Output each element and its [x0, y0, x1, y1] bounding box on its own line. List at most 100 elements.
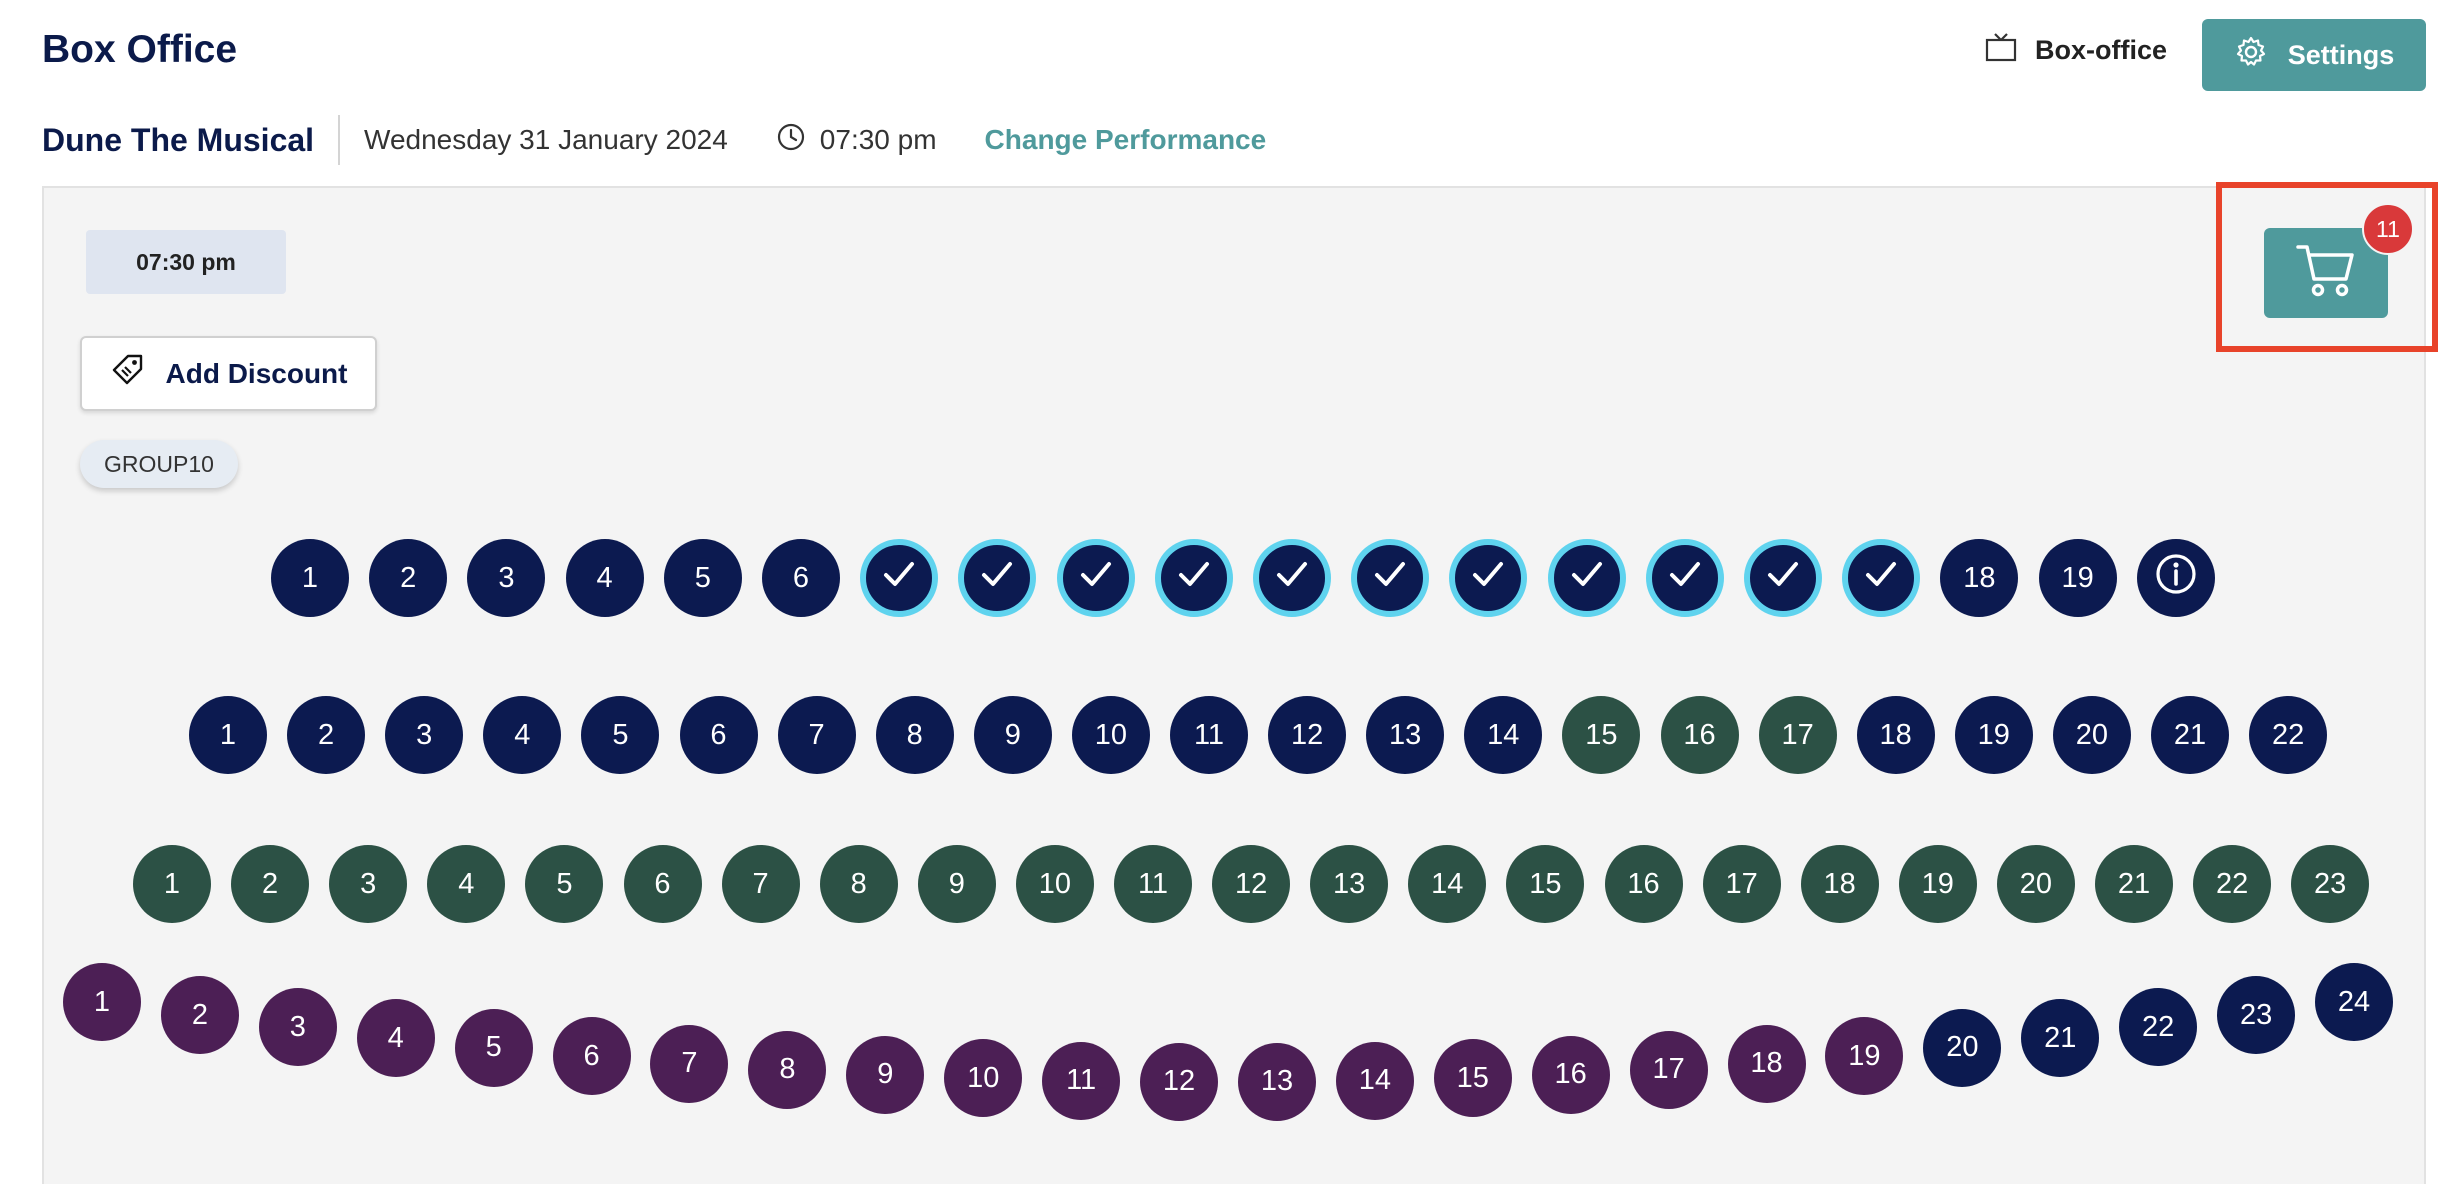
seat[interactable]: 17 — [1758, 696, 1837, 774]
seat[interactable]: 16 — [1604, 845, 1683, 923]
seat[interactable]: 5 — [581, 696, 660, 774]
seat[interactable]: 9 — [846, 1035, 925, 1114]
settings-button[interactable]: Settings — [2202, 19, 2426, 91]
seat[interactable]: 5 — [663, 539, 742, 617]
clock-icon — [776, 122, 806, 159]
info-icon — [2152, 550, 2200, 606]
seat[interactable]: 13 — [1366, 696, 1445, 774]
seat[interactable]: 2 — [231, 845, 310, 923]
seat[interactable]: 3 — [258, 988, 337, 1067]
seat[interactable]: 8 — [748, 1030, 827, 1109]
seat[interactable]: 4 — [565, 539, 644, 617]
seat[interactable]: 15 — [1562, 696, 1641, 774]
seat-selected[interactable] — [860, 539, 939, 617]
seat[interactable]: 18 — [1800, 845, 1879, 923]
seat[interactable]: 19 — [2038, 539, 2117, 617]
seat[interactable]: 14 — [1464, 696, 1543, 774]
seat[interactable]: 5 — [454, 1008, 533, 1087]
seat-selected[interactable] — [1645, 539, 1724, 617]
add-discount-button[interactable]: Add Discount — [80, 336, 377, 411]
seat[interactable]: 18 — [1856, 696, 1935, 774]
seat-selected[interactable] — [1253, 539, 1331, 617]
seat-selected[interactable] — [1351, 539, 1430, 617]
seat-selected[interactable] — [1744, 539, 1822, 617]
seat[interactable]: 7 — [777, 696, 856, 774]
seat-info-button[interactable] — [2136, 539, 2215, 617]
seat[interactable]: 4 — [427, 845, 506, 923]
seat[interactable]: 11 — [1170, 696, 1248, 774]
seat[interactable]: 4 — [483, 696, 562, 774]
seat[interactable]: 8 — [875, 696, 954, 774]
seat[interactable]: 16 — [1660, 696, 1739, 774]
seat-selected[interactable] — [1154, 539, 1233, 617]
seat[interactable]: 17 — [1702, 845, 1781, 923]
box-office-link[interactable]: Box-office — [1985, 32, 2167, 69]
seat[interactable]: 1 — [63, 963, 141, 1041]
seat[interactable]: 13 — [1310, 845, 1389, 923]
seat[interactable]: 19 — [1898, 845, 1977, 923]
seat[interactable]: 2 — [369, 539, 448, 617]
seat-selected[interactable] — [1449, 539, 1528, 617]
seat[interactable]: 3 — [385, 696, 464, 774]
seat[interactable]: 8 — [819, 845, 898, 923]
seat[interactable]: 20 — [2052, 696, 2131, 774]
seat[interactable]: 12 — [1268, 696, 1347, 774]
seat[interactable]: 20 — [1996, 845, 2075, 923]
seat[interactable]: 6 — [552, 1017, 631, 1096]
time-chip[interactable]: 07:30 pm — [86, 230, 286, 294]
seat[interactable]: 6 — [762, 539, 840, 617]
seat[interactable]: 2 — [287, 696, 366, 774]
seat[interactable]: 6 — [679, 696, 758, 774]
seat[interactable]: 21 — [2095, 845, 2173, 923]
seat[interactable]: 5 — [525, 845, 604, 923]
seat[interactable]: 12 — [1140, 1042, 1219, 1121]
seat[interactable]: 17 — [1629, 1030, 1708, 1109]
seat[interactable]: 10 — [1071, 696, 1150, 774]
seat[interactable]: 19 — [1954, 696, 2033, 774]
seat[interactable]: 22 — [2249, 696, 2328, 774]
seat[interactable]: 9 — [917, 845, 996, 923]
seat[interactable]: 11 — [1114, 845, 1192, 923]
seat[interactable]: 3 — [467, 539, 546, 617]
seat[interactable]: 13 — [1237, 1042, 1316, 1121]
seat-selected[interactable] — [958, 539, 1037, 617]
seat[interactable]: 7 — [650, 1024, 729, 1103]
check-icon — [975, 552, 1019, 604]
seat-selected[interactable] — [1842, 539, 1921, 617]
seat[interactable]: 21 — [2021, 999, 2100, 1078]
seat[interactable]: 21 — [2151, 696, 2229, 774]
seat-selected[interactable] — [1056, 539, 1135, 617]
seat[interactable]: 23 — [2291, 845, 2370, 923]
seat[interactable]: 1 — [133, 845, 211, 923]
performance-date: Wednesday 31 January 2024 — [364, 124, 728, 155]
seat-selected[interactable] — [1547, 539, 1626, 617]
seat[interactable]: 16 — [1531, 1035, 1610, 1114]
seat[interactable]: 19 — [1825, 1017, 1904, 1096]
seat[interactable]: 14 — [1335, 1041, 1414, 1120]
seat[interactable]: 6 — [623, 845, 702, 923]
seat[interactable]: 12 — [1212, 845, 1291, 923]
seat[interactable]: 4 — [356, 999, 435, 1078]
seat[interactable]: 7 — [721, 845, 800, 923]
discount-code-chip[interactable]: GROUP10 — [80, 440, 238, 488]
seat[interactable]: 22 — [2193, 845, 2272, 923]
seat[interactable]: 15 — [1506, 845, 1585, 923]
change-performance-link[interactable]: Change Performance — [984, 124, 1267, 155]
seat[interactable]: 3 — [329, 845, 408, 923]
seat[interactable]: 2 — [160, 976, 239, 1055]
seat[interactable]: 23 — [2217, 976, 2296, 1055]
seat[interactable]: 18 — [1727, 1024, 1806, 1103]
seat[interactable]: 20 — [1923, 1008, 2002, 1087]
seat[interactable]: 1 — [189, 696, 267, 774]
seat[interactable]: 22 — [2119, 988, 2198, 1067]
seat[interactable]: 24 — [2315, 963, 2393, 1041]
seat[interactable]: 15 — [1433, 1039, 1512, 1118]
seat[interactable]: 11 — [1042, 1041, 1121, 1120]
seat[interactable]: 18 — [1940, 539, 2019, 617]
seat[interactable]: 14 — [1408, 845, 1487, 923]
show-name: Dune The Musical — [42, 115, 341, 165]
seat[interactable]: 10 — [1015, 845, 1094, 923]
seat[interactable]: 1 — [271, 539, 349, 617]
seat[interactable]: 9 — [973, 696, 1052, 774]
seat[interactable]: 10 — [944, 1039, 1023, 1118]
